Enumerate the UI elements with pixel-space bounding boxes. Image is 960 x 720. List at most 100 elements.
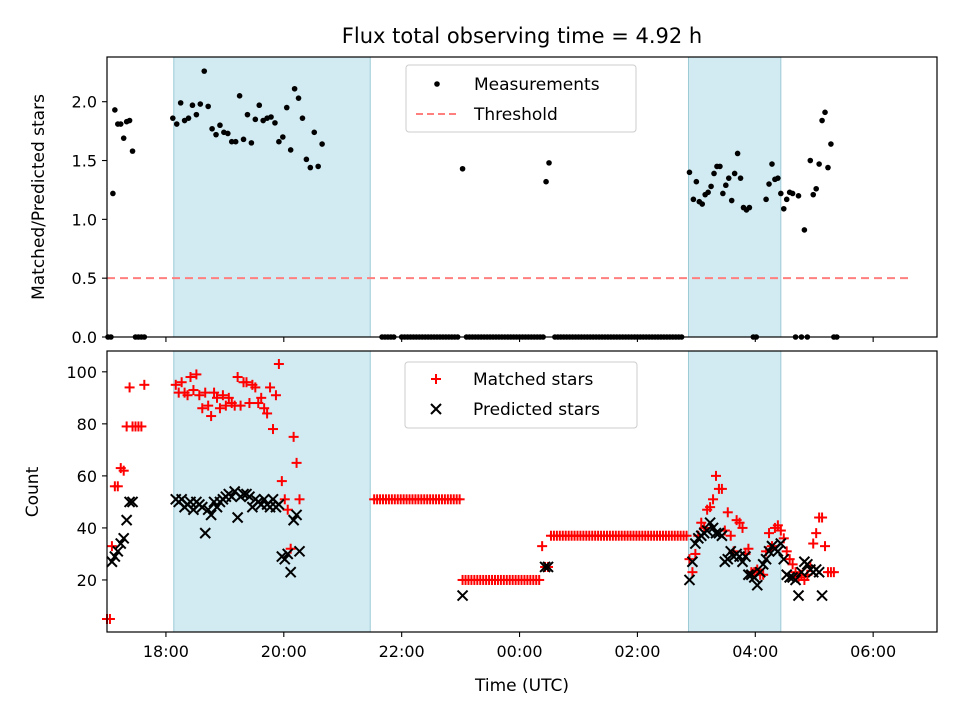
matched-star-point [828, 567, 839, 578]
matched-star-point [250, 382, 261, 393]
predicted-star-point [287, 514, 300, 526]
measurement-point [170, 115, 176, 121]
legend-matched-label: Matched stars [473, 370, 593, 390]
measurement-point [110, 190, 116, 197]
matched-star-point [206, 411, 217, 422]
measurement-point [723, 182, 729, 189]
legend-predicted-marker [430, 403, 442, 415]
matched-star-point [185, 372, 196, 383]
measurement-point [731, 170, 738, 177]
predicted-star-point [199, 527, 211, 539]
matched-star-point [454, 494, 465, 505]
matched-star-point [197, 403, 208, 414]
y-tick-label: 0.0 [72, 328, 97, 347]
matched-star-point [176, 377, 187, 388]
predicted-star-point [258, 493, 270, 506]
measurement-point [272, 120, 278, 126]
matched-star-point [182, 390, 193, 401]
legend-measurements-label: Measurements [474, 75, 600, 95]
y-tick-label: 40 [77, 519, 97, 538]
predicted-star-point [742, 569, 755, 581]
measurement-point [778, 190, 784, 197]
matched-star-point [112, 481, 123, 492]
y-tick-label: 1.5 [72, 152, 97, 171]
predicted-star-point [813, 566, 825, 578]
predicted-star-point [801, 558, 814, 571]
measurement-point [303, 156, 310, 163]
measurement-point [228, 138, 235, 145]
matched-star-point [191, 369, 202, 380]
predicted-star-point [243, 490, 256, 503]
measurement-point [173, 121, 180, 127]
measurement-point [252, 116, 259, 123]
matched-star-point [282, 504, 293, 515]
measurement-point [244, 111, 251, 118]
measurement-point [807, 157, 814, 164]
measurement-point [783, 196, 790, 203]
measurement-point [705, 189, 711, 196]
measurement-point [126, 117, 133, 124]
measurement-point [725, 175, 732, 181]
measurement-point [193, 111, 200, 118]
predicted-star-point [792, 589, 805, 602]
predicted-star-point [704, 517, 716, 529]
predicted-star-point [542, 561, 554, 573]
measurement-point [307, 164, 314, 171]
matched-star-point [784, 554, 795, 565]
predicted-star-point [211, 501, 223, 513]
legend-predicted-label: Predicted stars [473, 400, 600, 420]
y-tick-label: 100 [66, 363, 97, 382]
predicted-star-point [775, 537, 787, 550]
measurement-point [112, 107, 118, 113]
top-legend: Measurements Threshold [405, 64, 637, 133]
bottom-y-axis-label: Count [23, 466, 43, 517]
measurement-point [763, 196, 769, 203]
predicted-star-point [106, 556, 118, 568]
predicted-star-point [293, 545, 306, 558]
measurement-point [287, 147, 294, 153]
matched-star-point [265, 382, 276, 393]
matched-star-point [136, 421, 147, 432]
predicted-star-point [795, 566, 808, 578]
measurement-point [240, 136, 247, 143]
predicted-star-point [716, 530, 728, 542]
matched-star-point [241, 377, 252, 388]
matched-star-point [808, 538, 819, 549]
matched-star-point [212, 392, 223, 403]
measurement-point [280, 134, 286, 140]
top-axes-frame [106, 56, 938, 338]
measurement-point [319, 141, 325, 147]
measurement-point [197, 101, 204, 107]
top-x-ticks [165, 337, 874, 342]
measurement-point [236, 93, 243, 99]
measurement-point [315, 163, 321, 170]
matched-star-point [734, 517, 745, 528]
predicted-star-point [117, 532, 130, 545]
predicted-star-point [126, 496, 139, 508]
measurement-point [459, 165, 466, 172]
x-tick-label: 02:00 [614, 642, 660, 661]
measurement-point [720, 190, 726, 197]
y-tick-label: 60 [77, 467, 97, 486]
matched-star-point [170, 379, 181, 390]
predicted-star-point [120, 514, 133, 526]
predicted-star-point [689, 537, 702, 550]
top-shaded-intervals [173, 56, 782, 338]
matched-star-point [118, 465, 129, 476]
matched-star-point [106, 541, 117, 552]
predicted-star-point [284, 566, 297, 578]
measurement-point [205, 103, 211, 110]
matched-star-point [124, 382, 135, 393]
matched-star-point [253, 398, 264, 409]
bottom-panel: 18:00 20:00 22:00 00:00 02:00 04:00 06:00 20 40… [23, 350, 938, 696]
predicted-star-point [751, 579, 763, 591]
measurement-point [311, 129, 318, 136]
matched-star-point [217, 390, 228, 401]
y-tick-label: 20 [77, 571, 97, 590]
measurement-point [185, 115, 192, 121]
y-tick-label: 0.5 [72, 269, 97, 288]
measurement-point [789, 190, 796, 197]
measurement-point [686, 169, 693, 176]
x-tick-label: 18:00 [143, 642, 189, 661]
matched-star-point [537, 541, 548, 552]
